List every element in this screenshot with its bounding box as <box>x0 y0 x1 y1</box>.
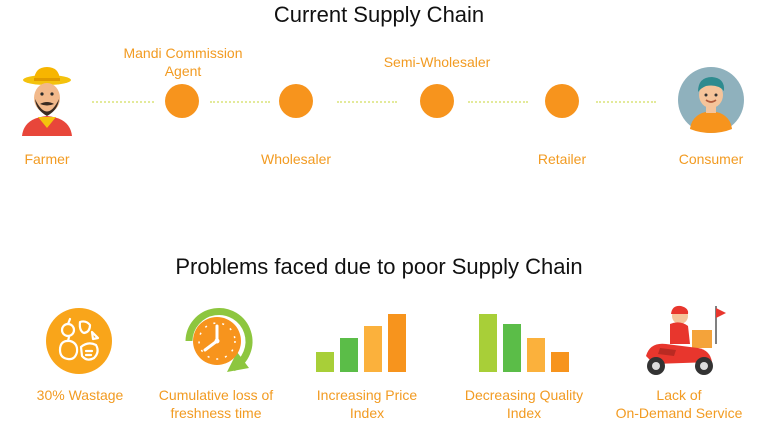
problem-label-line: Decreasing Quality <box>464 387 584 403</box>
problem-label-line: On-Demand Service <box>615 405 743 421</box>
problem-label-line: freshness time <box>170 405 262 421</box>
problem-label-line: Cumulative loss of <box>158 387 274 403</box>
increasing-bars-icon <box>316 312 408 372</box>
problem-label-price: Increasing Price Index <box>298 386 436 422</box>
stage-label-consumer: Consumer <box>678 151 744 167</box>
stage-label-line: Mandi Commission <box>123 45 243 61</box>
problems-title: Problems faced due to poor Supply Chain <box>175 254 583 279</box>
chain-node-mandi-agent <box>165 84 199 118</box>
freshness-clock-icon <box>181 306 261 376</box>
problem-label-line: 30% Wastage <box>36 387 124 403</box>
problem-label-line: Increasing Price <box>316 387 418 403</box>
connector-dots <box>210 101 270 103</box>
problem-label-quality: Decreasing Quality Index <box>450 386 598 422</box>
chain-node-retailer <box>545 84 579 118</box>
stage-label-wholesaler: Wholesaler <box>260 151 332 167</box>
stage-label-mandi-agent: Mandi Commission Agent <box>103 44 263 80</box>
stage-label-farmer: Farmer <box>24 151 70 167</box>
problem-label-on-demand: Lack of On-Demand Service <box>603 386 755 422</box>
decreasing-bars-icon <box>479 312 571 372</box>
connector-dots <box>468 101 528 103</box>
problem-label-wastage: 30% Wastage <box>14 386 146 404</box>
wastage-produce-icon <box>46 308 112 374</box>
problem-label-line: Lack of <box>656 387 702 403</box>
connector-dots <box>92 101 154 103</box>
consumer-icon <box>678 67 744 133</box>
stage-label-semi-wholesaler: Semi-Wholesaler <box>383 54 491 70</box>
stage-label-line: Agent <box>164 63 202 79</box>
connector-dots <box>596 101 656 103</box>
chain-node-semi-wholesaler <box>420 84 454 118</box>
problem-label-line: Index <box>506 405 542 421</box>
supply-chain-title: Current Supply Chain <box>273 2 485 27</box>
connector-dots <box>337 101 397 103</box>
problem-label-line: Index <box>349 405 385 421</box>
stage-label-retailer: Retailer <box>537 151 587 167</box>
delivery-scooter-icon <box>640 304 726 378</box>
problem-label-freshness: Cumulative loss of freshness time <box>143 386 289 422</box>
farmer-icon <box>14 66 80 136</box>
chain-node-wholesaler <box>279 84 313 118</box>
